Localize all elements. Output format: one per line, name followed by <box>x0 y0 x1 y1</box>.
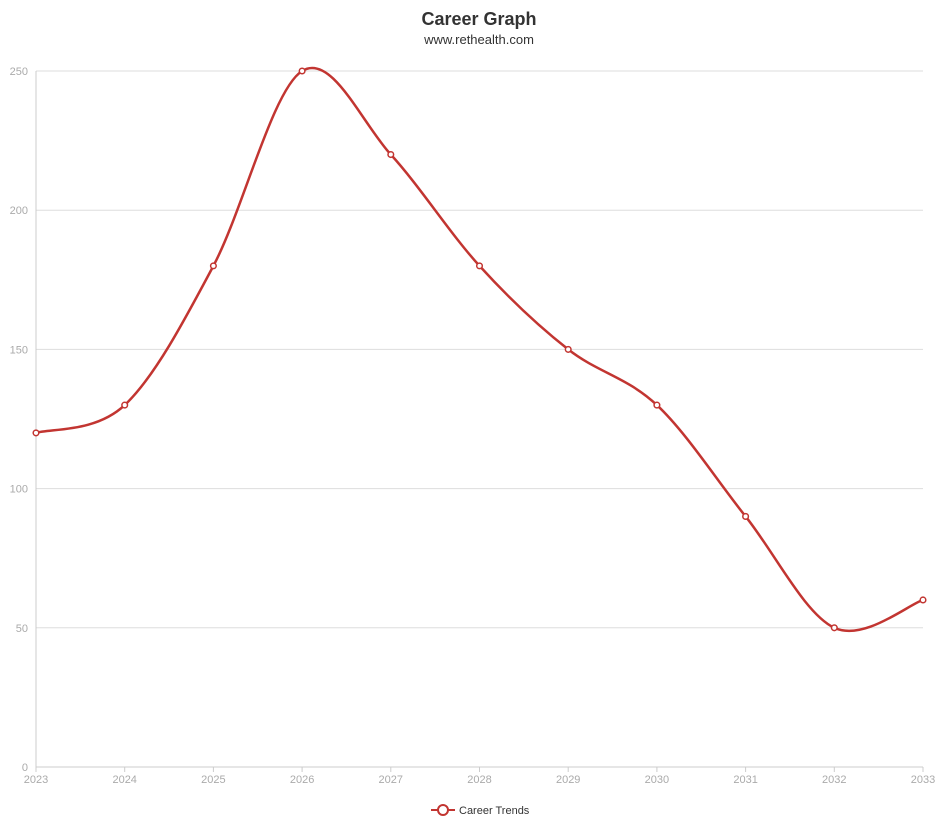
y-tick-label: 100 <box>10 484 28 496</box>
series-layer <box>32 66 927 633</box>
y-tick-label: 0 <box>22 762 28 774</box>
x-tick-label: 2028 <box>467 774 491 786</box>
data-point-2023[interactable] <box>32 429 40 437</box>
x-axis-ticks: 2023 2024 2025 2026 2027 2028 2029 2030 2031 2032… <box>24 767 935 786</box>
x-tick-label: 2025 <box>201 774 225 786</box>
data-point-2027[interactable] <box>387 150 395 159</box>
series-line-career-trends <box>34 66 925 633</box>
x-tick-label: 2024 <box>112 774 136 786</box>
chart-title: Career Graph <box>421 9 536 29</box>
data-point-2029[interactable] <box>564 345 572 353</box>
chart-subtitle: www.rethealth.com <box>423 32 534 47</box>
x-tick-label: 2026 <box>290 774 314 786</box>
data-point-2025[interactable] <box>209 262 217 270</box>
x-tick-label: 2031 <box>733 774 757 786</box>
y-tick-label: 200 <box>10 205 28 217</box>
data-point-2031[interactable] <box>742 512 750 520</box>
x-tick-label: 2033 <box>911 774 935 786</box>
data-point-2024[interactable] <box>121 401 129 409</box>
data-point-2032[interactable] <box>830 624 838 632</box>
x-tick-label: 2030 <box>645 774 669 786</box>
legend[interactable]: Career Trends <box>431 804 530 817</box>
x-tick-label: 2032 <box>822 774 846 786</box>
y-axis-ticks: 0 50 100 150 200 250 <box>10 66 28 774</box>
y-tick-label: 250 <box>10 66 28 78</box>
axes <box>35 71 923 768</box>
x-tick-label: 2029 <box>556 774 580 786</box>
data-point-2030[interactable] <box>653 401 661 409</box>
y-tick-label: 50 <box>16 623 28 635</box>
legend-label: Career Trends <box>459 805 530 817</box>
x-tick-label: 2023 <box>24 774 48 786</box>
x-tick-label: 2027 <box>379 774 403 786</box>
data-point-2026[interactable] <box>298 67 306 75</box>
y-tick-label: 150 <box>10 344 28 356</box>
data-point-2033[interactable] <box>919 596 927 604</box>
data-point-2028[interactable] <box>475 262 484 270</box>
legend-circle-marker <box>437 804 449 816</box>
grid-lines <box>36 70 923 629</box>
